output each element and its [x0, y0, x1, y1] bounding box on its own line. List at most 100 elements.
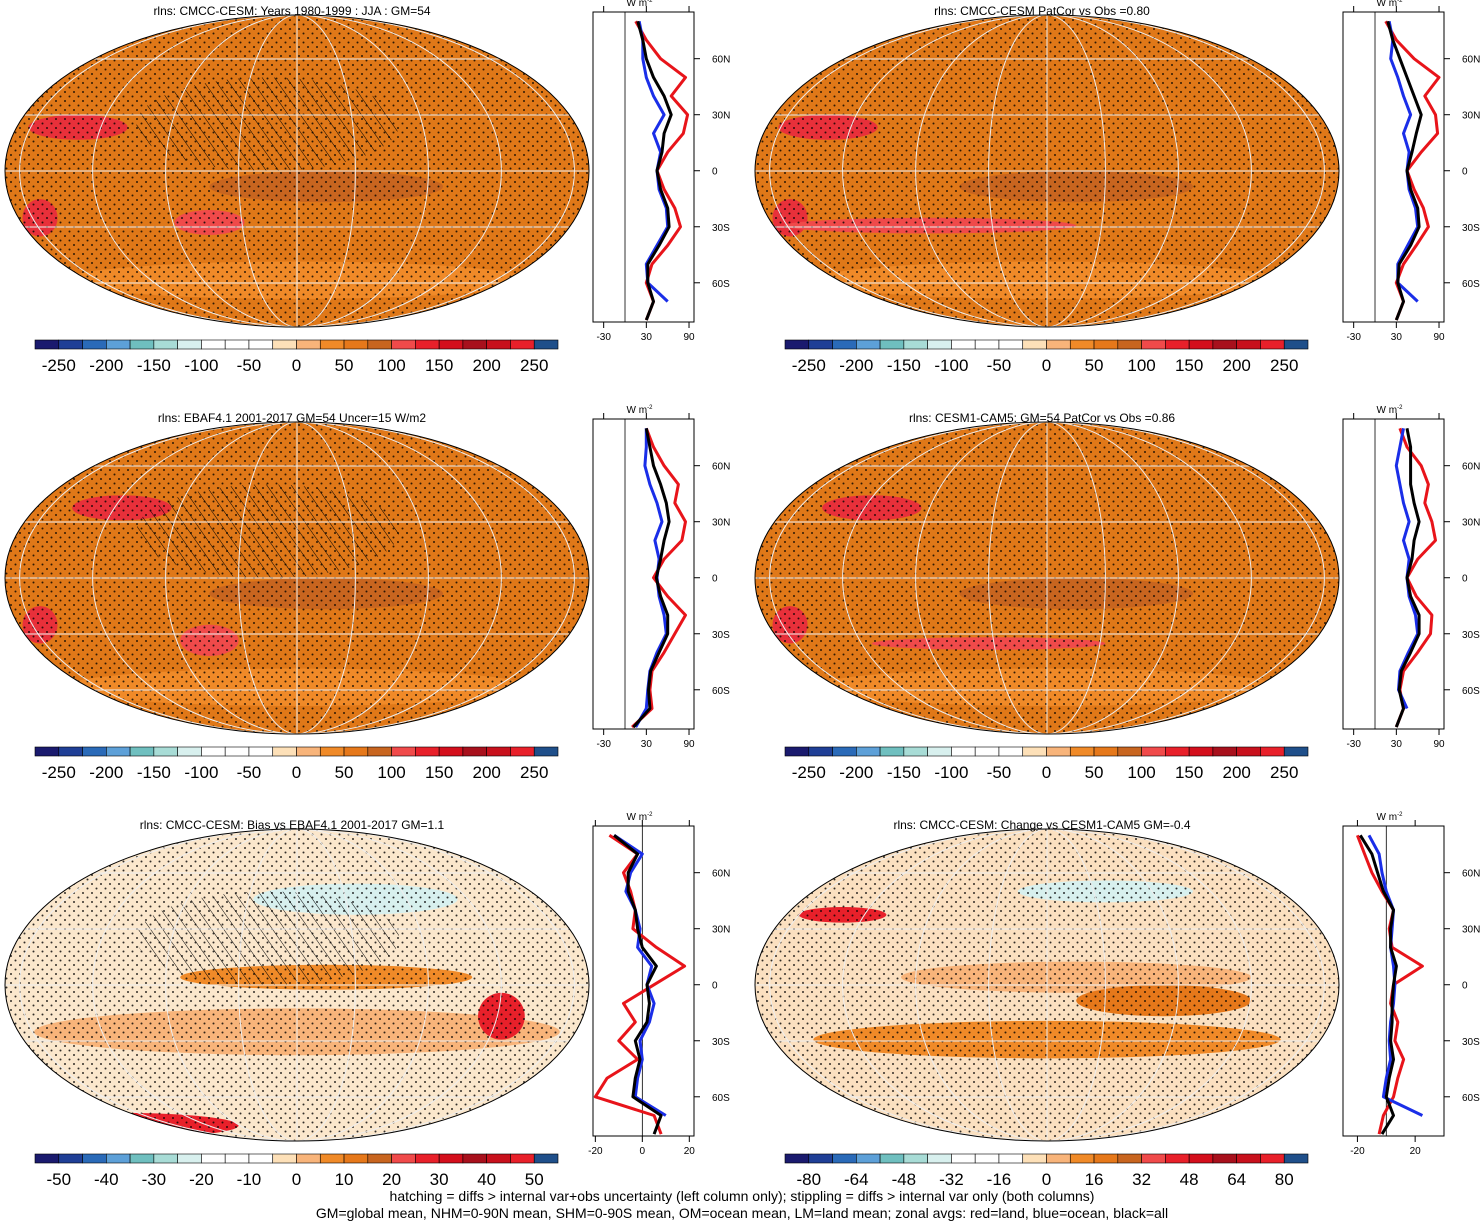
colorbar-swatch [129, 746, 155, 757]
zonal-line [613, 834, 663, 1135]
x-axis-label-exponent: -2 [1397, 812, 1403, 818]
hatching [136, 77, 400, 171]
x-axis-label-exponent: -2 [1397, 0, 1403, 4]
y-tick-label: 30S [1462, 223, 1480, 234]
colorbar-label: -200 [839, 356, 873, 375]
x-tick-label: 30 [641, 739, 653, 750]
y-tick-label: 60N [1462, 55, 1480, 66]
colorbar-swatch [808, 746, 833, 757]
map-outline [4, 421, 590, 735]
x-axis-label: W m [1377, 0, 1398, 9]
colorbar-swatch [82, 339, 107, 350]
colorbar-label: -16 [987, 1170, 1012, 1189]
zonal-line [631, 427, 687, 729]
zonal-frame [592, 825, 695, 1137]
colorbar-swatch [129, 339, 155, 350]
x-tick-label: -30 [1346, 739, 1361, 750]
colorbar-swatch [248, 339, 274, 350]
colorbar-swatch [58, 339, 83, 350]
y-tick-label: 30N [1462, 925, 1480, 936]
y-tick-label: 0 [712, 981, 718, 992]
y-tick-label: 60S [1462, 1093, 1480, 1104]
colorbar-swatch [58, 746, 83, 757]
colorbar-swatch [224, 339, 250, 350]
colorbar-label: 30 [430, 1170, 449, 1189]
colorbar-swatch [1260, 746, 1285, 757]
map-outline [754, 421, 1340, 735]
colorbar-swatch [1141, 746, 1166, 757]
colorbar-label: 16 [1085, 1170, 1104, 1189]
hatching [136, 891, 400, 985]
x-axis-label-exponent: -2 [647, 405, 653, 411]
zonal-frame [1342, 825, 1445, 1137]
colorbar-label: 250 [520, 356, 548, 375]
colorbar-swatch [1236, 339, 1261, 350]
panel: rlns: EBAF4.1 2001-2017 GM=54 Uncer=15 W… [4, 405, 730, 782]
colorbar-swatch [832, 1153, 857, 1164]
colorbar-swatch [106, 1153, 131, 1164]
colorbar-swatch [533, 1153, 559, 1164]
zonal-frame [1342, 418, 1445, 730]
colorbar-swatch [319, 339, 345, 350]
x-axis-label: W m-2 [1377, 812, 1404, 823]
x-axis-label: W m [1377, 405, 1398, 416]
colorbar-label: -40 [94, 1170, 119, 1189]
colorbar-swatch [1022, 1153, 1047, 1164]
y-tick-label: 60N [1462, 869, 1480, 880]
colorbar-swatch [296, 1153, 321, 1164]
colorbar-swatch [927, 339, 952, 350]
map [5, 15, 589, 327]
colorbar-swatch [391, 1153, 416, 1164]
x-tick-label: -20 [588, 1146, 603, 1157]
colorbar-swatch [1283, 339, 1309, 350]
colorbar-swatch [34, 746, 60, 757]
colorbar-swatch [510, 339, 535, 350]
y-tick-label: 0 [712, 574, 718, 585]
colorbar-label: 100 [1127, 763, 1155, 782]
colorbar-label: 200 [1222, 356, 1250, 375]
y-tick-label: 0 [1462, 981, 1468, 992]
x-axis-label: W m [627, 0, 648, 9]
y-tick-label: 60N [712, 462, 730, 473]
y-tick-label: 30S [1462, 630, 1480, 641]
colorbar-label: -30 [142, 1170, 167, 1189]
x-tick-label: 0 [640, 1146, 646, 1157]
y-tick-label: 30N [1462, 518, 1480, 529]
y-tick-label: 60S [712, 1093, 730, 1104]
colorbar-swatch [462, 1153, 487, 1164]
colorbar-swatch [951, 746, 976, 757]
colorbar-label: 40 [477, 1170, 496, 1189]
colorbar-swatch [1117, 339, 1142, 350]
colorbar-label: 100 [377, 763, 405, 782]
colorbar-label: -64 [844, 1170, 869, 1189]
colorbar-swatch [879, 339, 905, 350]
colorbar-swatch [1069, 339, 1095, 350]
colorbar-label: -50 [987, 356, 1012, 375]
colorbar-swatch [1141, 1153, 1166, 1164]
x-axis-label: W m-2 [1377, 0, 1404, 9]
colorbar-swatch [201, 339, 226, 350]
x-tick-label: 30 [641, 332, 653, 343]
y-tick-label: 30N [712, 925, 730, 936]
x-axis-label-exponent: -2 [1397, 405, 1403, 411]
colorbar-swatch [486, 746, 511, 757]
colorbar-swatch [224, 746, 250, 757]
colorbar-label: 0 [292, 356, 301, 375]
zonal-line [593, 834, 687, 1135]
colorbar-swatch [1165, 1153, 1190, 1164]
x-axis-label: W m-2 [627, 405, 654, 416]
colorbar-swatch [998, 1153, 1024, 1164]
zonal-line [1394, 427, 1437, 728]
y-tick-label: 30S [712, 1037, 730, 1048]
colorbar-swatch [1093, 746, 1119, 757]
colorbar-label: 50 [1085, 763, 1104, 782]
colorbar-label: 150 [1175, 356, 1203, 375]
y-tick-label: 0 [1462, 574, 1468, 585]
colorbar-label: 0 [1042, 1170, 1051, 1189]
colorbar-label: 0 [292, 763, 301, 782]
colorbar-swatch [177, 1153, 202, 1164]
colorbar-swatch [1046, 1153, 1071, 1164]
map [5, 829, 589, 1141]
colorbar-swatch [153, 1153, 178, 1164]
colorbar-swatch [34, 1153, 60, 1164]
